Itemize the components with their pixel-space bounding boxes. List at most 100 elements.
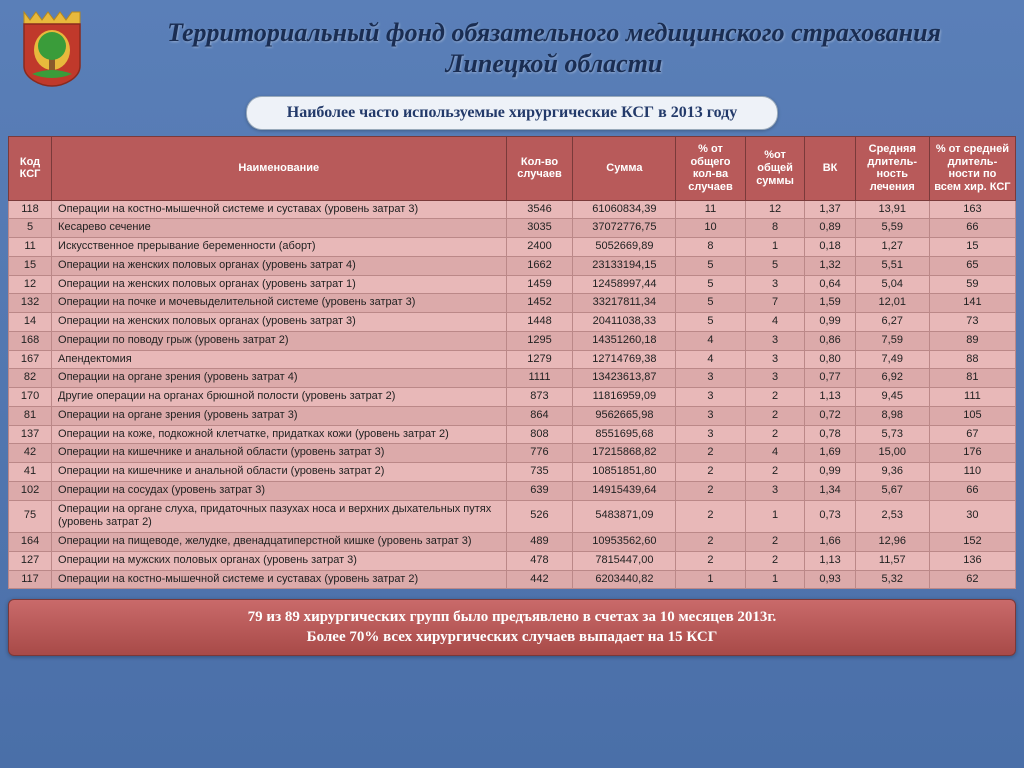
table-cell: 23133194,15 xyxy=(573,256,676,275)
table-cell: Операции на коже, подкожной клетчатке, п… xyxy=(52,425,506,444)
table-cell: 1452 xyxy=(506,294,573,313)
table-cell: 1,34 xyxy=(805,481,855,500)
table-cell: 735 xyxy=(506,463,573,482)
table-cell: 88 xyxy=(929,350,1015,369)
table-cell: 62 xyxy=(929,570,1015,589)
table-row: 118Операции на костно-мышечной системе и… xyxy=(9,200,1016,219)
table-cell: 2 xyxy=(745,551,805,570)
table-cell: 5,32 xyxy=(855,570,929,589)
table-cell: Операции на сосудах (уровень затрат 3) xyxy=(52,481,506,500)
table-cell: 2 xyxy=(676,551,745,570)
table-cell: Кесарево сечение xyxy=(52,219,506,238)
table-cell: 1,32 xyxy=(805,256,855,275)
table-row: 164Операции на пищеводе, желудке, двенад… xyxy=(9,533,1016,552)
table-cell: 111 xyxy=(929,388,1015,407)
table-cell: 117 xyxy=(9,570,52,589)
table-cell: 2 xyxy=(745,406,805,425)
table-cell: 167 xyxy=(9,350,52,369)
table-cell: 170 xyxy=(9,388,52,407)
table-cell: 3 xyxy=(745,331,805,350)
table-cell: 3 xyxy=(745,369,805,388)
table-cell: 8 xyxy=(676,238,745,257)
table-cell: 2 xyxy=(676,444,745,463)
table-cell: 5 xyxy=(676,256,745,275)
table-cell: 15 xyxy=(929,238,1015,257)
table-cell: 10 xyxy=(676,219,745,238)
table-cell: 0,77 xyxy=(805,369,855,388)
table-row: 168Операции по поводу грыж (уровень затр… xyxy=(9,331,1016,350)
table-cell: 5 xyxy=(676,275,745,294)
table-cell: 4 xyxy=(676,350,745,369)
table-cell: 3035 xyxy=(506,219,573,238)
table-cell: 3 xyxy=(676,425,745,444)
table-cell: 15,00 xyxy=(855,444,929,463)
table-cell: 10953562,60 xyxy=(573,533,676,552)
table-cell: 89 xyxy=(929,331,1015,350)
table-cell: 1 xyxy=(676,570,745,589)
table-cell: 12,96 xyxy=(855,533,929,552)
table-cell: 9,45 xyxy=(855,388,929,407)
table-cell: 37072776,75 xyxy=(573,219,676,238)
table-cell: 0,78 xyxy=(805,425,855,444)
table-cell: 4 xyxy=(745,444,805,463)
table-row: 12Операции на женских половых органах (у… xyxy=(9,275,1016,294)
subtitle-wrap: Наиболее часто используемые хирургически… xyxy=(0,96,1024,130)
table-cell: 7815447,00 xyxy=(573,551,676,570)
ksg-table: Код КСГ Наименование Кол-во случаев Сумм… xyxy=(8,136,1016,589)
table-cell: Операции на почке и мочевыделительной си… xyxy=(52,294,506,313)
table-cell: 11 xyxy=(9,238,52,257)
table-cell: 141 xyxy=(929,294,1015,313)
table-cell: 30 xyxy=(929,500,1015,533)
table-cell: 42 xyxy=(9,444,52,463)
footer-line2: Более 70% всех хирургических случаев вып… xyxy=(307,629,718,645)
table-cell: 6,92 xyxy=(855,369,929,388)
table-cell: 33217811,34 xyxy=(573,294,676,313)
th-pct-sum: %от общей суммы xyxy=(745,137,805,201)
table-cell: 639 xyxy=(506,481,573,500)
table-cell: 5,04 xyxy=(855,275,929,294)
table-cell: 82 xyxy=(9,369,52,388)
table-cell: 14351260,18 xyxy=(573,331,676,350)
th-count: Кол-во случаев xyxy=(506,137,573,201)
title-line1: Территориальный фонд обязательного медиц… xyxy=(167,18,941,47)
table-cell: 2 xyxy=(745,388,805,407)
table-cell: 9562665,98 xyxy=(573,406,676,425)
table-wrap: Код КСГ Наименование Кол-во случаев Сумм… xyxy=(0,136,1024,589)
table-cell: 864 xyxy=(506,406,573,425)
table-cell: Операции на костно-мышечной системе и су… xyxy=(52,200,506,219)
table-cell: 81 xyxy=(929,369,1015,388)
table-cell: Операции на мужских половых органах (уро… xyxy=(52,551,506,570)
table-cell: 2 xyxy=(745,463,805,482)
table-cell: 15 xyxy=(9,256,52,275)
table-cell: 17215868,82 xyxy=(573,444,676,463)
table-cell: 1,66 xyxy=(805,533,855,552)
table-cell: 2 xyxy=(745,533,805,552)
table-cell: 0,99 xyxy=(805,463,855,482)
table-cell: 7 xyxy=(745,294,805,313)
table-cell: 526 xyxy=(506,500,573,533)
table-cell: 2400 xyxy=(506,238,573,257)
table-cell: 164 xyxy=(9,533,52,552)
table-cell: 66 xyxy=(929,481,1015,500)
table-row: 132Операции на почке и мочевыделительной… xyxy=(9,294,1016,313)
table-cell: 137 xyxy=(9,425,52,444)
table-cell: 14915439,64 xyxy=(573,481,676,500)
table-row: 75Операции на органе слуха, придаточных … xyxy=(9,500,1016,533)
footer-note: 79 из 89 хирургических групп было предъя… xyxy=(8,599,1016,656)
table-row: 42Операции на кишечнике и анальной облас… xyxy=(9,444,1016,463)
table-cell: 1,27 xyxy=(855,238,929,257)
table-cell: 8551695,68 xyxy=(573,425,676,444)
table-cell: 5,59 xyxy=(855,219,929,238)
table-cell: 2,53 xyxy=(855,500,929,533)
table-cell: 1295 xyxy=(506,331,573,350)
table-row: 5Кесарево сечение303537072776,751080,895… xyxy=(9,219,1016,238)
table-cell: 1662 xyxy=(506,256,573,275)
th-pct-duration: % от средней длитель-ности по всем хир. … xyxy=(929,137,1015,201)
table-cell: 4 xyxy=(745,313,805,332)
table-cell: 12 xyxy=(745,200,805,219)
table-cell: 6,27 xyxy=(855,313,929,332)
th-sum: Сумма xyxy=(573,137,676,201)
table-cell: 13,91 xyxy=(855,200,929,219)
table-cell: 1,37 xyxy=(805,200,855,219)
table-cell: 81 xyxy=(9,406,52,425)
